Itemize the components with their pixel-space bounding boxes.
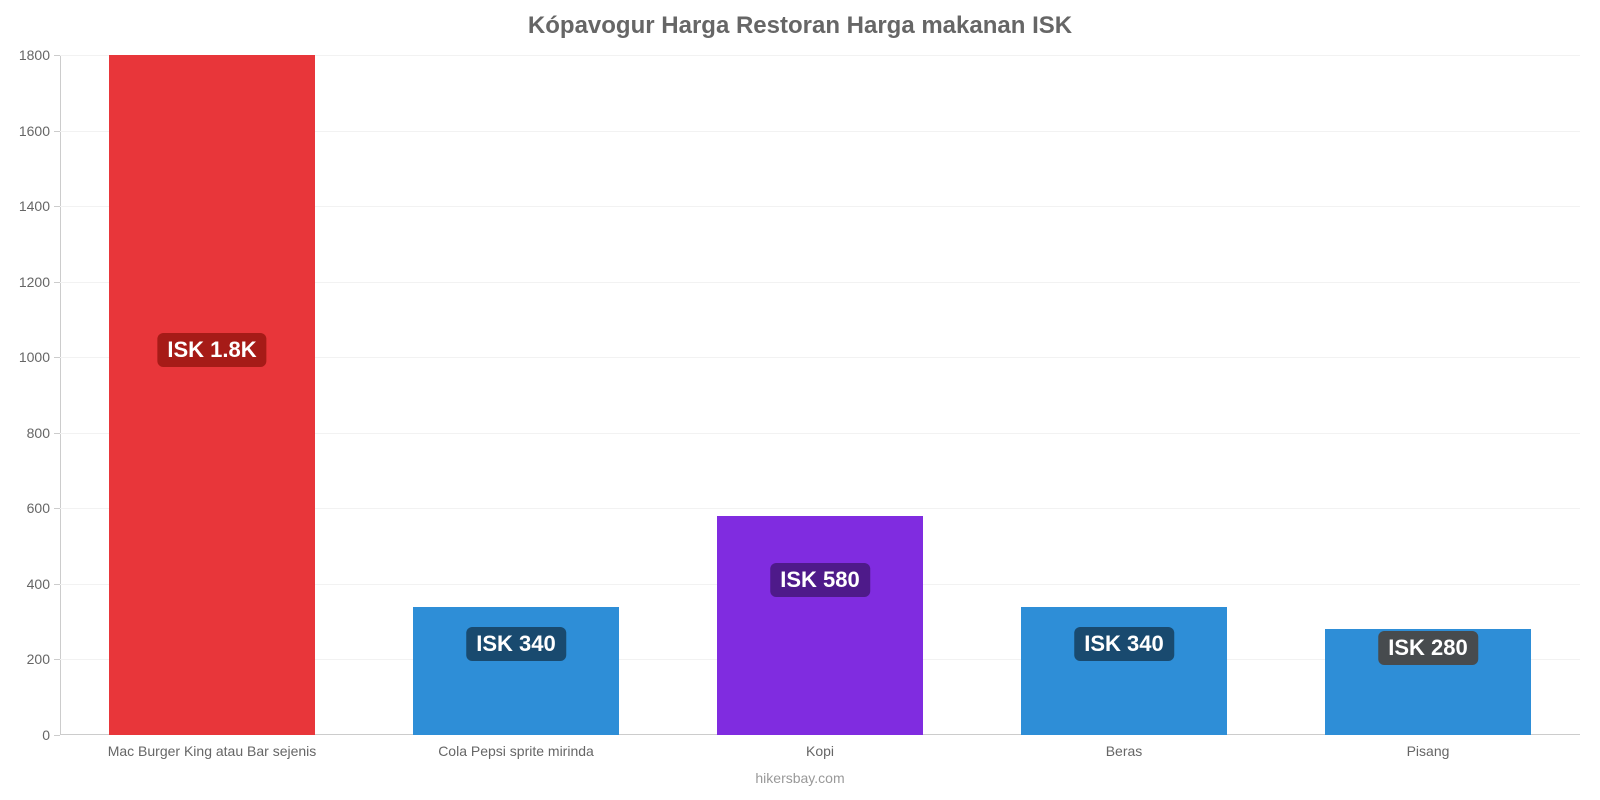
y-tick-label: 1000 — [19, 349, 60, 365]
x-tick-label: Kopi — [806, 735, 834, 759]
y-tick-label: 1200 — [19, 274, 60, 290]
y-tick-label: 1800 — [19, 47, 60, 63]
plot-area: 020040060080010001200140016001800ISK 1.8… — [60, 55, 1580, 735]
bar — [109, 55, 316, 735]
x-tick-label: Mac Burger King atau Bar sejenis — [108, 735, 317, 759]
bar — [413, 607, 620, 735]
x-tick-label: Pisang — [1407, 735, 1450, 759]
bar-value-badge: ISK 340 — [466, 627, 566, 661]
bar-value-badge: ISK 280 — [1378, 631, 1478, 665]
x-tick-label: Beras — [1106, 735, 1143, 759]
y-tick-label: 0 — [42, 727, 60, 743]
y-tick-label: 1400 — [19, 198, 60, 214]
x-tick-label: Cola Pepsi sprite mirinda — [438, 735, 594, 759]
bar-value-badge: ISK 580 — [770, 563, 870, 597]
chart-title: Kópavogur Harga Restoran Harga makanan I… — [0, 12, 1600, 40]
bar-value-badge: ISK 1.8K — [157, 333, 266, 367]
y-tick-label: 800 — [27, 425, 60, 441]
y-tick-label: 1600 — [19, 123, 60, 139]
chart-footer: hikersbay.com — [0, 770, 1600, 786]
bar — [1021, 607, 1228, 735]
price-bar-chart: Kópavogur Harga Restoran Harga makanan I… — [0, 0, 1600, 800]
bar-value-badge: ISK 340 — [1074, 627, 1174, 661]
y-tick-label: 200 — [27, 651, 60, 667]
y-tick-label: 400 — [27, 576, 60, 592]
bar — [717, 516, 924, 735]
y-tick-label: 600 — [27, 500, 60, 516]
y-axis-line — [60, 55, 61, 735]
